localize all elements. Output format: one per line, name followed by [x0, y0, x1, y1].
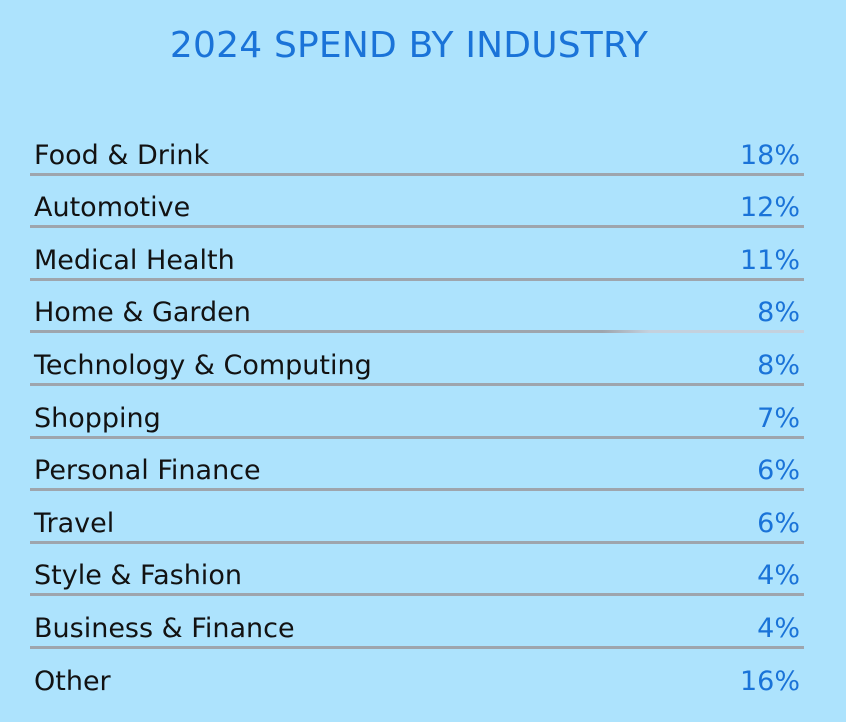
- industry-percent: 6%: [757, 455, 800, 487]
- industry-label: Business & Finance: [34, 612, 295, 644]
- industry-percent: 12%: [739, 192, 800, 224]
- table-row: Business & Finance 4%: [30, 598, 804, 651]
- industry-label: Other: [34, 665, 111, 697]
- industry-label: Travel: [34, 507, 115, 539]
- industry-label: Automotive: [34, 192, 191, 224]
- industry-table: Food & Drink 18% Automotive 12% Medical Heal…: [30, 125, 804, 704]
- chart-title: 2024 SPEND BY INDUSTRY: [169, 25, 649, 66]
- industry-percent: 7%: [757, 402, 800, 434]
- table-row: Food & Drink 18%: [30, 125, 804, 178]
- industry-percent: 16%: [739, 665, 800, 697]
- industry-percent: 8%: [757, 297, 800, 329]
- industry-percent: 4%: [757, 612, 800, 644]
- industry-percent: 4%: [757, 560, 800, 592]
- industry-label: Food & Drink: [34, 139, 210, 171]
- industry-percent: 11%: [739, 244, 800, 276]
- industry-label: Medical Health: [34, 244, 235, 276]
- table-row: Medical Health 11%: [30, 230, 804, 283]
- table-row: Automotive 12%: [30, 178, 804, 231]
- table-row: Travel 6%: [30, 493, 804, 546]
- table-row: Style & Fashion 4%: [30, 546, 804, 599]
- industry-label: Shopping: [34, 402, 161, 434]
- industry-label: Home & Garden: [34, 297, 251, 329]
- table-row: Other 16%: [30, 651, 804, 704]
- industry-percent: 6%: [757, 507, 800, 539]
- industry-percent: 8%: [757, 349, 800, 381]
- table-row: Personal Finance 6%: [30, 441, 804, 494]
- table-row: Technology & Computing 8%: [30, 335, 804, 388]
- industry-percent: 18%: [739, 139, 800, 171]
- industry-label: Technology & Computing: [34, 349, 372, 381]
- table-row: Home & Garden 8%: [30, 283, 804, 336]
- industry-label: Personal Finance: [34, 455, 261, 487]
- industry-label: Style & Fashion: [34, 560, 242, 592]
- table-row: Shopping 7%: [30, 388, 804, 441]
